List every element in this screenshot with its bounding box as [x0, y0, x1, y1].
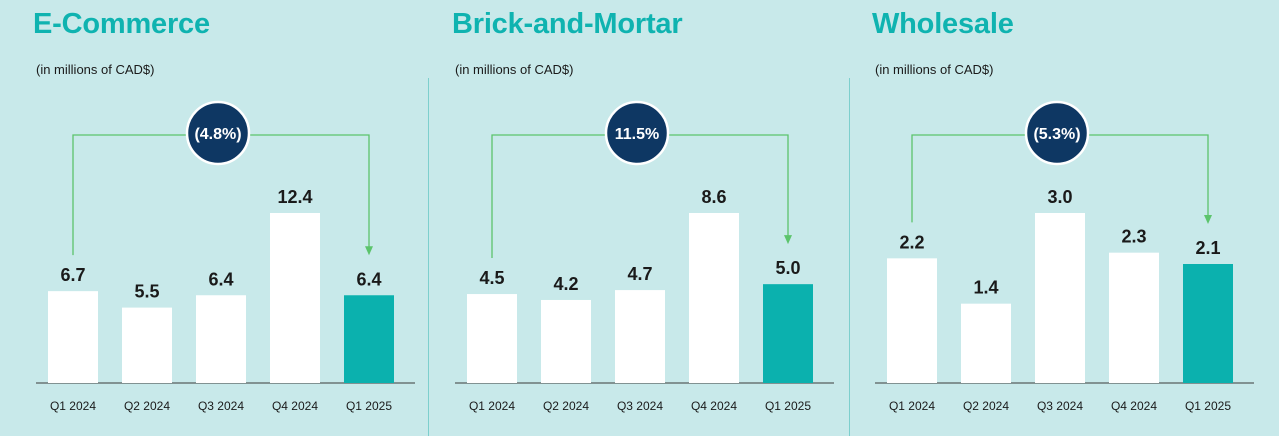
data-label: 6.7	[60, 265, 85, 285]
chart-title: Brick-and-Mortar	[452, 8, 683, 40]
arrowhead-icon	[1204, 215, 1212, 224]
change-badge	[604, 100, 670, 166]
x-tick-label: Q1 2024	[50, 399, 96, 413]
bar	[48, 291, 98, 383]
bar	[1109, 252, 1159, 383]
bar-chart: 4.5 Q1 2024 4.2 Q2 2024 4.7 Q3 2024 8.6 Q4 2024…	[455, 100, 834, 413]
data-label: 2.2	[899, 232, 924, 252]
bar-highlight	[1183, 264, 1233, 383]
bar-highlight	[763, 284, 813, 383]
data-label: 6.4	[356, 269, 381, 289]
bar	[689, 213, 739, 383]
x-tick-label: Q2 2024	[124, 399, 170, 413]
bar-highlight	[344, 295, 394, 383]
data-label: 5.5	[134, 282, 159, 302]
data-label: 2.3	[1121, 227, 1146, 247]
x-tick-label: Q4 2024	[1111, 399, 1157, 413]
chart-subtitle: (in millions of CAD$)	[875, 62, 994, 77]
chart-panel-brick-and-mortar: Brick-and-Mortar (in millions of CAD$) 4…	[452, 0, 840, 436]
data-label: 4.7	[627, 264, 652, 284]
bar-chart: 6.7 Q1 2024 5.5 Q2 2024 6.4 Q3 2024 12.4 Q4 202…	[36, 100, 415, 413]
panel-divider	[849, 78, 850, 436]
data-label: 6.4	[208, 269, 233, 289]
bar-chart: 2.2 Q1 2024 1.4 Q2 2024 3.0 Q3 2024 2.3 Q4 2024…	[875, 100, 1254, 413]
x-tick-label: Q4 2024	[691, 399, 737, 413]
x-tick-label: Q2 2024	[543, 399, 589, 413]
chart-subtitle: (in millions of CAD$)	[36, 62, 155, 77]
arrowhead-icon	[365, 246, 373, 256]
x-tick-label: Q1 2024	[469, 399, 515, 413]
x-tick-label: Q3 2024	[617, 399, 663, 413]
data-label: 1.4	[973, 278, 998, 298]
data-label: 4.2	[553, 274, 578, 294]
change-badge	[185, 100, 251, 166]
data-label: 4.5	[479, 268, 504, 288]
change-badge-label: 11.5%	[615, 126, 659, 143]
data-label: 8.6	[701, 187, 726, 207]
data-label: 12.4	[277, 187, 312, 207]
x-tick-label: Q3 2024	[198, 399, 244, 413]
chart-panel-e-commerce: E-Commerce (in millions of CAD$) 6.7 Q1 2…	[33, 0, 421, 436]
chart-subtitle: (in millions of CAD$)	[455, 62, 574, 77]
x-tick-label: Q1 2024	[889, 399, 935, 413]
arrowhead-icon	[784, 235, 792, 245]
bar	[887, 258, 937, 383]
bar	[615, 290, 665, 383]
data-label: 3.0	[1047, 187, 1072, 207]
x-tick-label: Q3 2024	[1037, 399, 1083, 413]
bar	[122, 307, 172, 383]
x-tick-label: Q4 2024	[272, 399, 318, 413]
change-badge-label: (4.8%)	[194, 126, 241, 143]
data-label: 5.0	[775, 258, 800, 278]
x-tick-label: Q1 2025	[346, 399, 392, 413]
x-tick-label: Q1 2025	[1185, 399, 1231, 413]
x-tick-label: Q1 2025	[765, 399, 811, 413]
bar	[961, 303, 1011, 383]
panel-divider	[428, 78, 429, 436]
chart-title: E-Commerce	[33, 8, 210, 40]
x-tick-label: Q2 2024	[963, 399, 1009, 413]
chart-panel-wholesale: Wholesale (in millions of CAD$) 2.2 Q1 20…	[872, 0, 1260, 436]
chart-title: Wholesale	[872, 8, 1014, 40]
bar	[467, 294, 517, 383]
bar	[1035, 213, 1085, 383]
bar	[270, 213, 320, 383]
change-badge	[1024, 100, 1090, 166]
data-label: 2.1	[1195, 238, 1220, 258]
change-badge-label: (5.3%)	[1033, 126, 1080, 143]
bar	[196, 295, 246, 383]
bar	[541, 299, 591, 383]
